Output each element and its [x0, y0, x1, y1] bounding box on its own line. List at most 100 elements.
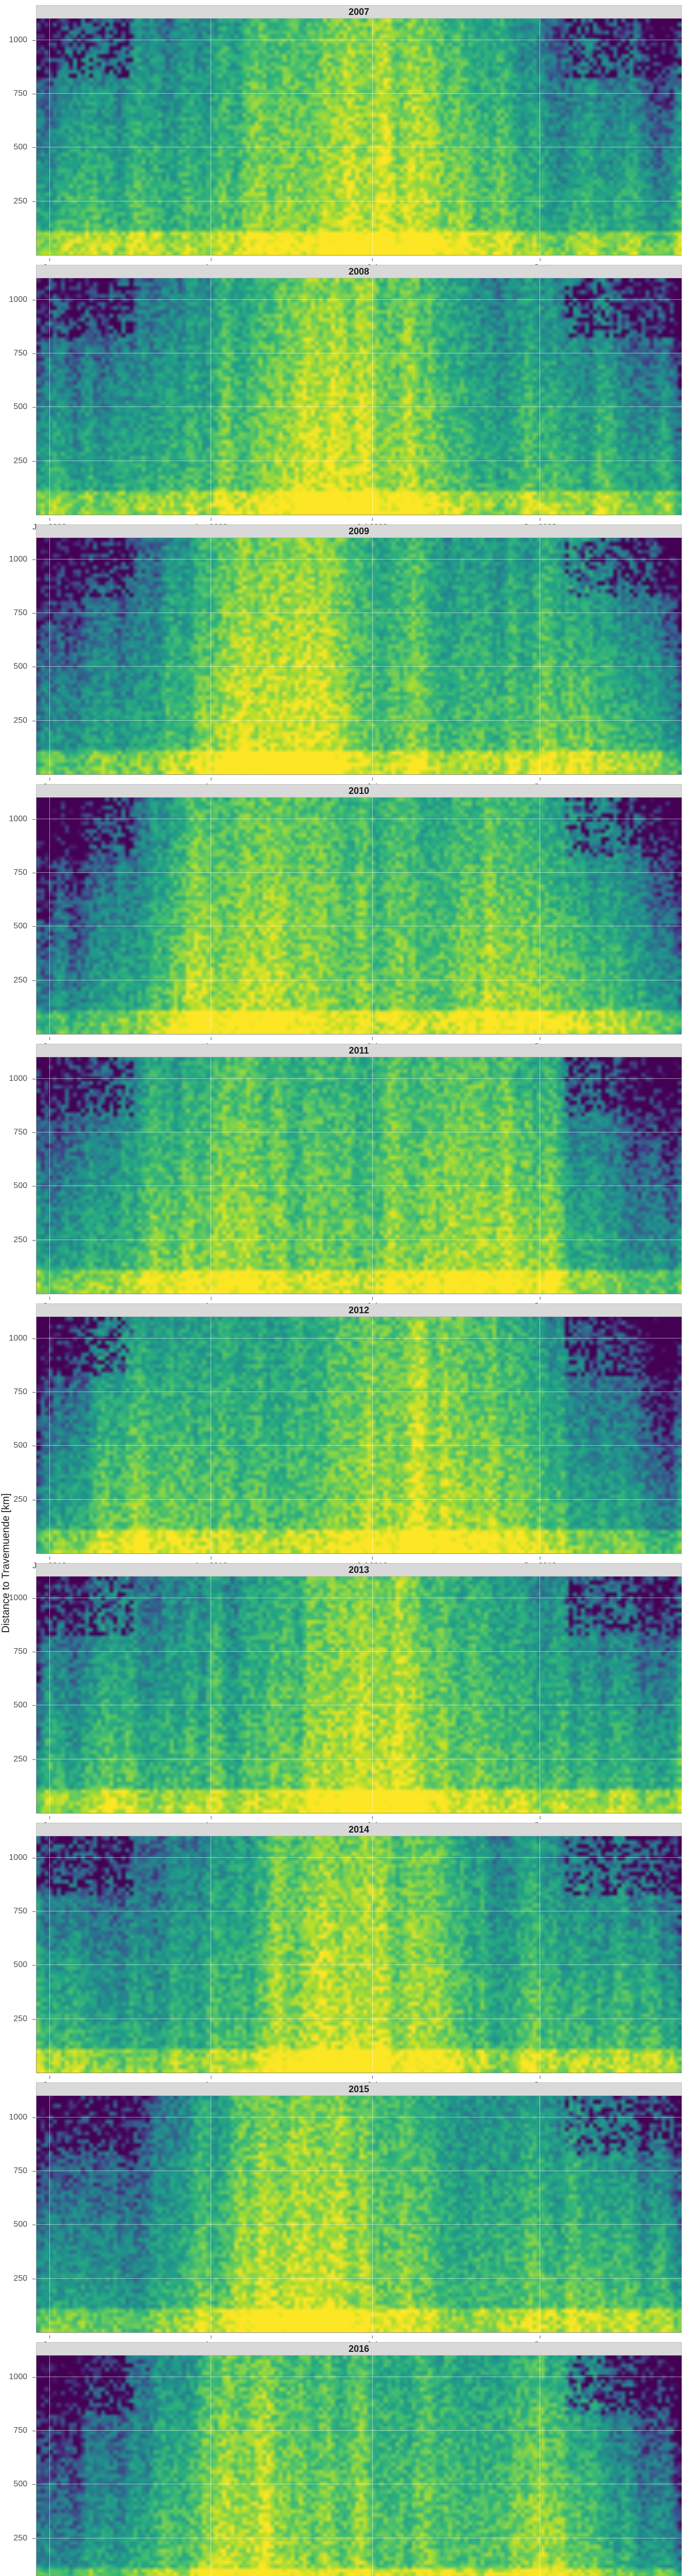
gridline-v: [49, 1836, 50, 2073]
y-tick-label: 250: [13, 197, 31, 206]
gridline-h: [37, 93, 682, 94]
gridline-h: [37, 559, 682, 560]
y-tick-label: 250: [13, 1755, 31, 1764]
gridline-v: [49, 538, 50, 774]
plot-area: 2505007501000JanAprJulOct: [36, 1836, 682, 2073]
panel-strip: 2007: [36, 5, 682, 19]
y-tick-label: 500: [13, 402, 31, 412]
y-tick-label: 1000: [9, 36, 31, 45]
heatmap-canvas: [37, 798, 682, 1034]
gridline-v: [372, 2355, 373, 2576]
gridline-h: [37, 2430, 682, 2431]
plot-area: 2505007501000JanAprJulOct: [36, 19, 682, 256]
y-tick-label: 1000: [9, 2113, 31, 2122]
y-tick-label: 750: [13, 2426, 31, 2435]
heatmap-canvas: [37, 1057, 682, 1294]
panel-2015: 20152505007501000JanAprJulOct: [36, 2082, 682, 2333]
heatmap-canvas: [37, 1577, 682, 1813]
y-tick-label: 1000: [9, 295, 31, 304]
panel-strip: 2016: [36, 2342, 682, 2355]
panel-strip: 2011: [36, 1044, 682, 1057]
y-tick-label: 1000: [9, 1594, 31, 1603]
gridline-v: [49, 2096, 50, 2332]
plot-area: 2505007501000JanAprJulOct: [36, 1057, 682, 1294]
plot-area: 2505007501000Jan 2012Apr 2012Jul 2012Oct…: [36, 1317, 682, 1554]
gridline-v: [372, 1577, 373, 1813]
gridline-h: [37, 872, 682, 873]
plot-area: 2505007501000Jan 2008Apr 2008Jul 2008Oct…: [36, 278, 682, 515]
gridline-h: [37, 666, 682, 667]
gridline-h: [37, 2278, 682, 2279]
y-tick-label: 250: [13, 456, 31, 466]
panel-strip: 2014: [36, 1823, 682, 1836]
y-tick-label: 500: [13, 2220, 31, 2229]
gridline-h: [37, 1857, 682, 1858]
y-tick-label: 750: [13, 1647, 31, 1656]
y-tick-label: 500: [13, 2480, 31, 2489]
y-tick-label: 500: [13, 143, 31, 152]
gridline-v: [49, 278, 50, 515]
gridline-v: [372, 538, 373, 774]
gridline-h: [37, 1964, 682, 1965]
y-tick-label: 500: [13, 1960, 31, 1970]
y-tick-label: 750: [13, 1128, 31, 1137]
y-tick-label: 250: [13, 2274, 31, 2283]
heatmap-canvas: [37, 2096, 682, 2332]
heatmap-canvas: [37, 1317, 682, 1553]
gridline-v: [49, 1317, 50, 1553]
y-tick-label: 1000: [9, 1334, 31, 1343]
panel-2011: 20112505007501000JanAprJulOct: [36, 1044, 682, 1294]
y-tick-label: 750: [13, 89, 31, 98]
gridline-h: [37, 1445, 682, 1446]
y-tick-label: 250: [13, 2534, 31, 2543]
panel-strip: 2010: [36, 784, 682, 798]
panel-2007: 20072505007501000JanAprJulOct: [36, 5, 682, 256]
gridline-v: [372, 1317, 373, 1553]
y-tick-label: 250: [13, 976, 31, 985]
gridline-h: [37, 299, 682, 300]
y-tick-label: 750: [13, 2166, 31, 2176]
panel-strip: 2008: [36, 265, 682, 278]
y-tick-label: 750: [13, 349, 31, 358]
y-tick-label: 500: [13, 1701, 31, 1710]
gridline-v: [372, 1836, 373, 2073]
y-tick-label: 250: [13, 1495, 31, 1504]
gridline-h: [37, 1499, 682, 1500]
gridline-v: [49, 1577, 50, 1813]
y-tick-label: 500: [13, 1441, 31, 1450]
y-tick-label: 750: [13, 868, 31, 877]
heatmap-canvas: [37, 538, 682, 774]
gridline-h: [37, 1185, 682, 1186]
panel-2013: 20132505007501000JanAprJulOct: [36, 1563, 682, 1814]
y-tick-label: 500: [13, 662, 31, 671]
panel-2012: 20122505007501000Jan 2012Apr 2012Jul 201…: [36, 1303, 682, 1554]
panel-2016: 20162505007501000Jan 2016Apr 2016Jul 201…: [36, 2342, 682, 2576]
gridline-h: [37, 406, 682, 407]
plot-area: 2505007501000Jan 2016Apr 2016Jul 2016Oct…: [36, 2355, 682, 2576]
heatmap-canvas: [37, 1836, 682, 2073]
y-tick-label: 750: [13, 1907, 31, 1916]
gridline-v: [49, 19, 50, 255]
gridline-v: [49, 2355, 50, 2576]
plot-area: 2505007501000JanAprJulOct: [36, 2096, 682, 2333]
facet-figure: 20072505007501000JanAprJulOct20082505007…: [36, 5, 682, 2576]
gridline-v: [49, 1057, 50, 1294]
y-axis-label: Distance to Travemuende [km]: [1, 1493, 12, 1633]
gridline-v: [372, 278, 373, 515]
heatmap-canvas: [37, 2355, 682, 2576]
heatmap-canvas: [37, 278, 682, 515]
panel-strip: 2012: [36, 1303, 682, 1317]
y-tick-label: 250: [13, 1235, 31, 1245]
gridline-h: [37, 1651, 682, 1652]
y-tick-label: 500: [13, 922, 31, 931]
panel-strip: 2009: [36, 524, 682, 538]
heatmap-canvas: [37, 19, 682, 255]
gridline-h: [37, 720, 682, 721]
gridline-v: [372, 1057, 373, 1294]
gridline-v: [372, 19, 373, 255]
gridline-h: [37, 2224, 682, 2225]
plot-area: 2505007501000JanAprJulOct: [36, 798, 682, 1035]
y-tick-label: 1000: [9, 555, 31, 564]
y-tick-label: 500: [13, 1181, 31, 1191]
panel-strip: 2013: [36, 1563, 682, 1577]
